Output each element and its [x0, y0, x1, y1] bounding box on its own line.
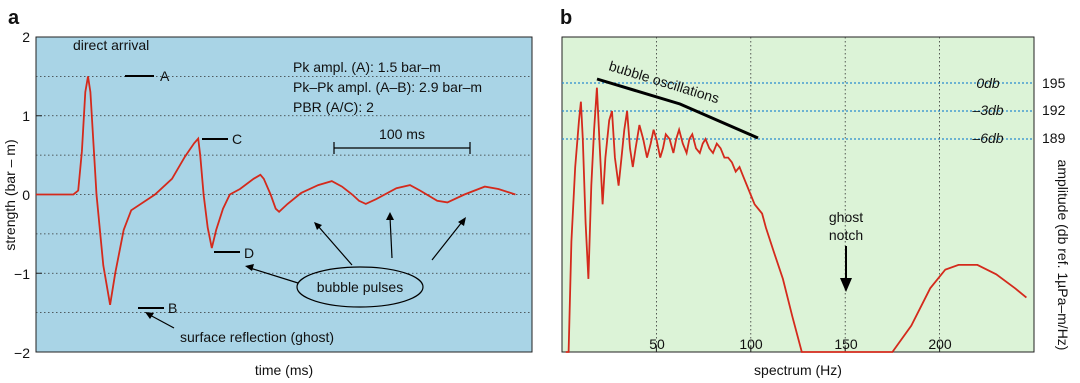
- marker-c-label: C: [232, 131, 242, 147]
- y-tick-label: −2: [14, 345, 30, 361]
- y-tick-label: 0: [22, 187, 30, 203]
- panel-a-series-line: [36, 76, 516, 305]
- panel-a: 2 1 0 −1 −2 time (ms) strength (bar – m)…: [2, 29, 533, 378]
- x-tick-label: 150: [834, 336, 858, 352]
- panel-b-series-line: [565, 87, 1027, 353]
- db-value-189: 189: [1042, 130, 1066, 146]
- panel-a-gridlines: [36, 75, 532, 314]
- panel-b-x-ticks: [655, 346, 941, 352]
- panel-label-b: b: [560, 7, 572, 29]
- panel-b-x-tick-labels: 50 100 150 200: [649, 336, 952, 352]
- ghost-arrow: [147, 313, 175, 329]
- db-value-195: 195: [1042, 75, 1066, 91]
- db-reference-lines: [562, 82, 1034, 140]
- panel-b-x-axis-label: spectrum (Hz): [754, 362, 842, 378]
- panel-a-y-axis-label: strength (bar – m): [2, 139, 18, 250]
- direct-arrival-label: direct arrival: [73, 37, 149, 53]
- panel-b-y-axis-label: amplitude (db ref. 1µPa–m/Hz): [1055, 160, 1071, 351]
- marker-d-label: D: [244, 245, 254, 261]
- panel-a-y-tick-labels: 2 1 0 −1 −2: [14, 29, 30, 361]
- panel-b: 50 100 150 200 spectrum (Hz) 0db –3db –6…: [561, 36, 1071, 378]
- db-value-192: 192: [1042, 102, 1066, 118]
- bubble-pulse-arrows: [245, 212, 466, 284]
- y-tick-label: 2: [22, 29, 30, 45]
- db-label-minus6db: –6db: [971, 130, 1003, 146]
- panel-b-plot-area: [561, 36, 1035, 353]
- x-tick-label: 200: [928, 336, 952, 352]
- marker-a-label: A: [160, 68, 170, 84]
- scale-bar-label: 100 ms: [379, 126, 425, 142]
- ghost-notch-label-line2: notch: [829, 227, 863, 243]
- pk-ampl-text: Pk ampl. (A): 1.5 bar–m: [293, 59, 441, 75]
- bubble-pulses-label: bubble pulses: [317, 279, 403, 295]
- db-label-minus3db: –3db: [971, 102, 1003, 118]
- scale-bar: 100 ms: [333, 126, 471, 154]
- panel-label-a: a: [8, 7, 20, 29]
- ghost-label: surface reflection (ghost): [180, 329, 334, 345]
- ghost-notch-label-line1: ghost: [829, 209, 863, 225]
- y-tick-label: −1: [14, 266, 30, 282]
- pk-pk-ampl-text: Pk–Pk ampl. (A–B): 2.9 bar–m: [293, 79, 482, 95]
- marker-b-label: B: [168, 300, 177, 316]
- x-tick-label: 50: [649, 336, 665, 352]
- pbr-text: PBR (A/C): 2: [293, 99, 374, 115]
- ghost-arrowhead: [145, 312, 154, 319]
- ghost-notch-arrowhead: [840, 278, 852, 292]
- db-label-0db: 0db: [976, 75, 1000, 91]
- bubble-oscillations-trend-line: [596, 77, 759, 140]
- panel-a-x-axis-label: time (ms): [255, 362, 313, 378]
- bubble-pulses-ellipse: [296, 266, 424, 308]
- y-tick-label: 1: [22, 108, 30, 124]
- x-tick-label: 100: [739, 336, 763, 352]
